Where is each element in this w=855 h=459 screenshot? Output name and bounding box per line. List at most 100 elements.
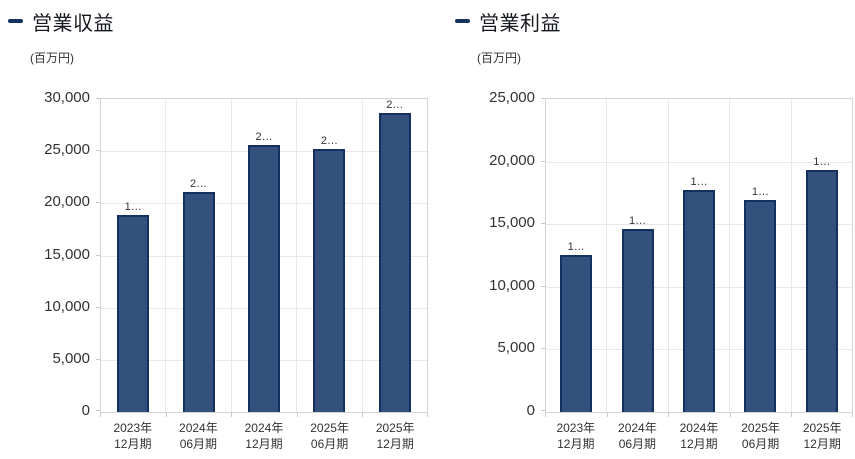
- bar-value-label: 2…: [190, 178, 208, 190]
- y-axis-tick: [541, 410, 545, 411]
- bar[interactable]: [182, 192, 215, 412]
- bar[interactable]: [313, 149, 346, 412]
- x-axis-tick: [165, 413, 167, 417]
- x-axis-label: 2024年 06月期: [166, 421, 232, 452]
- chart-title-revenue: 営業収益: [32, 12, 114, 35]
- plot-column: 1…: [730, 99, 792, 412]
- plot-column: 2…: [232, 99, 298, 412]
- bar-value-label: 2…: [386, 99, 404, 111]
- x-axis-label-line: 06月期: [179, 436, 218, 451]
- bar[interactable]: [248, 145, 281, 412]
- x-axis-label-line: 12月期: [114, 436, 152, 451]
- bar-value-label: 1…: [751, 186, 769, 198]
- chart-legend-revenue: 営業収益: [8, 8, 114, 35]
- chart-title-profit: 営業利益: [479, 12, 561, 35]
- plot-column: 2…: [166, 99, 232, 412]
- x-axis-tick: [427, 413, 428, 417]
- x-axis-tick: [100, 413, 101, 417]
- plot-column: 1…: [792, 99, 852, 412]
- y-axis-unit-label: (百万円): [477, 51, 521, 65]
- x-axis-label-line: 2025年: [310, 421, 349, 435]
- x-axis-tick: [231, 413, 233, 417]
- plot-column: 2…: [297, 99, 363, 412]
- x-axis-tick: [606, 413, 608, 417]
- bar[interactable]: [621, 229, 654, 412]
- x-axis-label: 2024年 12月期: [668, 421, 730, 452]
- x-axis-label-line: 2025年: [375, 421, 415, 435]
- x-axis-label-line: 06月期: [310, 436, 349, 451]
- x-axis-label-line: 2025年: [802, 421, 842, 435]
- x-axis-tick: [791, 413, 793, 417]
- x-axis-label-line: 2025年: [741, 421, 780, 435]
- y-axis-label: 15,000: [44, 246, 90, 263]
- y-axis-tick: [541, 161, 545, 162]
- x-axis-label: 2024年 06月期: [607, 421, 669, 452]
- x-axis-label-line: 06月期: [618, 436, 657, 451]
- y-axis-tick: [541, 98, 545, 99]
- x-axis-label: 2025年 06月期: [297, 421, 363, 452]
- x-axis-label-line: 2024年: [618, 421, 657, 435]
- bar[interactable]: [805, 170, 838, 412]
- y-axis-label: 20,000: [489, 152, 535, 169]
- bar-value-label: 1…: [690, 176, 708, 188]
- bar-value-label: 2…: [320, 135, 338, 147]
- x-axis-label-line: 12月期: [376, 436, 414, 451]
- x-axis-label: 2023年 12月期: [545, 421, 607, 452]
- plot-column: 1…: [669, 99, 731, 412]
- x-axis-label-line: 12月期: [557, 436, 595, 451]
- x-axis-label: 2025年 12月期: [362, 421, 428, 452]
- bar[interactable]: [117, 215, 150, 412]
- chart-legend-profit: 営業利益: [455, 8, 561, 35]
- y-axis-tick: [96, 98, 100, 99]
- y-axis-label: 30,000: [44, 89, 90, 106]
- bar[interactable]: [744, 200, 777, 412]
- h-gridline: [546, 162, 852, 163]
- plot-column: 1…: [101, 99, 167, 412]
- x-axis-label: 2025年 12月期: [791, 421, 853, 452]
- plot-area: 1… 2… 2… 2… 2…: [100, 98, 428, 413]
- y-axis-tick: [96, 255, 100, 256]
- bar-value-label: 1…: [629, 215, 647, 227]
- bar[interactable]: [560, 255, 593, 412]
- y-axis-tick: [96, 307, 100, 308]
- y-axis: 0 5,000 10,000 15,000 20,000 25,000 30,000: [8, 89, 100, 419]
- y-axis-label: 5,000: [497, 339, 535, 356]
- y-axis-label: 0: [81, 402, 90, 419]
- y-axis-tick: [541, 286, 545, 287]
- x-axis-label-line: 12月期: [803, 436, 841, 451]
- x-ticks: [100, 413, 428, 417]
- x-axis-label: 2024年 12月期: [231, 421, 297, 452]
- plot-area: 1… 1… 1… 1… 1…: [545, 98, 853, 413]
- x-axis-tick: [362, 413, 364, 417]
- bar[interactable]: [683, 190, 716, 412]
- x-axis-label-line: 2024年: [179, 421, 218, 435]
- legend-dash-icon[interactable]: [8, 19, 23, 23]
- legend-dash-icon[interactable]: [455, 19, 470, 23]
- x-axis-tick: [296, 413, 298, 417]
- bar[interactable]: [378, 113, 411, 412]
- x-axis-label: 2025年 06月期: [730, 421, 792, 452]
- x-axis-label-line: 06月期: [741, 436, 780, 451]
- x-axis: 2023年 12月期 2024年 06月期 2024年 12月期 2025年 06月期 2025…: [545, 421, 853, 452]
- y-axis-label: 10,000: [489, 277, 535, 294]
- x-axis-label-line: 12月期: [680, 436, 718, 451]
- x-axis-tick: [668, 413, 670, 417]
- x-ticks: [545, 413, 853, 417]
- bar-value-label: 2…: [255, 131, 273, 143]
- x-axis-label-line: 2024年: [679, 421, 719, 435]
- x-axis-tick: [852, 413, 853, 417]
- y-axis-tick: [96, 202, 100, 203]
- y-axis-label: 10,000: [44, 298, 90, 315]
- y-axis-tick: [541, 223, 545, 224]
- chart-operating-revenue: 営業収益 (百万円) 0 5,000 10,000 15,000 20,000 25,00…: [8, 8, 428, 454]
- y-axis-unit-label: (百万円): [30, 51, 74, 65]
- x-axis-label-line: 2023年: [113, 421, 153, 435]
- plot-columns: 1… 2… 2… 2… 2…: [101, 99, 427, 412]
- plot-column: 1…: [546, 99, 608, 412]
- chart-operating-profit: 営業利益 (百万円) 0 5,000 10,000 15,000 20,000 25,00…: [455, 8, 853, 454]
- y-axis-label: 25,000: [44, 141, 90, 158]
- plot-columns: 1… 1… 1… 1… 1…: [546, 99, 852, 412]
- bar-value-label: 1…: [813, 156, 831, 168]
- y-axis: 0 5,000 10,000 15,000 20,000 25,000: [455, 89, 545, 419]
- x-axis-tick: [729, 413, 731, 417]
